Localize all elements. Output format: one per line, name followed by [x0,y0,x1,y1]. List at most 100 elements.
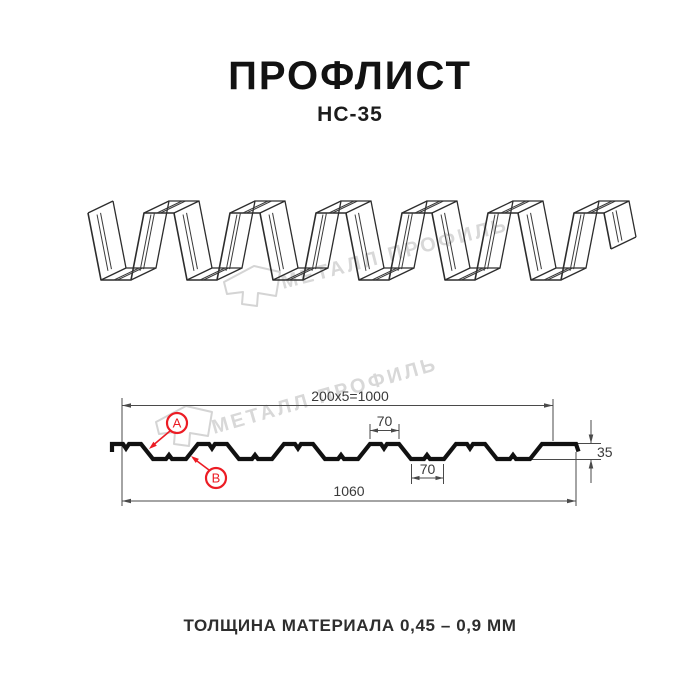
sheet-edge-line [332,200,358,214]
sheet-edge-line [610,236,637,250]
sheet-edge-line [530,267,557,281]
sheet-edge-line [547,267,573,281]
sheet-edge-line [487,212,499,270]
overall-width-value: 1060 [333,483,364,499]
sheet-profile-outline [112,200,637,269]
callout-a: A [149,411,189,449]
sheet-edge-line [229,212,241,270]
sheet-edge-line [461,267,487,281]
sheet-edge-line [487,200,514,214]
metall-profil-logo-icon [155,405,213,447]
sheet-edge-line [315,200,342,214]
sheet-edge-line [474,267,501,281]
sheet-edge-line [500,200,527,214]
sheet-edge-line [328,200,355,214]
dim-arrow-icon [544,403,553,408]
top-flange-width-value: 70 [377,413,393,429]
sheet-edge-line [444,267,471,281]
sheet-edge-line [143,200,170,214]
sheet-edge-line [315,212,327,270]
dim-arrow-icon [435,475,444,481]
page-title: ПРОФЛИСТ [228,54,472,98]
sheet-edge-line [302,267,329,281]
dim-arrow-icon [411,475,420,481]
sheet-edge-line [375,267,401,281]
sheet-edge-line [615,210,623,241]
sheet-edge-line [242,200,269,214]
sheet-edge-line [526,214,539,271]
sheet-edge-line [199,267,226,281]
sheet-edge-line [130,267,157,281]
sheet-edge-line [397,214,410,271]
metall-profil-logo-icon [223,265,281,307]
sheet-edge-line [156,200,183,214]
sheet-edge-line [573,212,585,270]
callout-b: B [191,456,228,490]
sheet-edge-line [285,267,312,281]
dim-arrow-icon [391,428,399,433]
modular-width-value: 200x5=1000 [311,388,389,404]
sheet-edge-line [272,267,299,281]
sheet-edge-line [311,214,324,271]
corrugated-sheet-3d-view [87,200,637,281]
sheet-edge-line [560,267,587,281]
sheet-edge-line [216,267,243,281]
dim-overall-width: 1060 [122,452,577,506]
sheet-edge-line [414,200,441,214]
dim-profile-height: 35 [531,420,613,483]
sheet-edge-line [401,212,413,270]
sheet-edge-line [371,267,398,281]
sheet-edge-line [457,267,484,281]
dim-arrow-icon [122,498,131,504]
sheet-edge-line [440,214,453,271]
sheet-edge-line [160,200,186,214]
dim-top-flange-width: 70 [369,413,400,439]
dim-arrow-icon [567,498,576,504]
sheet-edge-line [186,212,198,270]
sheet-edge-line [418,200,444,214]
sheet-edge-line [569,214,582,271]
sheet-edge-line [182,214,195,271]
sheet-edge-line [388,267,415,281]
sheet-edge-line [139,214,152,271]
sheet-edge-line [100,212,112,270]
sheet-edge-line [272,212,284,270]
sheet-edge-line [517,200,544,214]
sheet-edge-line [203,267,229,281]
sheet-edge-line [444,212,456,270]
sheet-edge-line [612,211,619,243]
sheet-edge-line [289,267,315,281]
sheet-edge-line [358,212,370,270]
sheet-edge-line [401,200,428,214]
sheet-edge-line [504,200,530,214]
sheet-edge-line [483,214,496,271]
profile-height-value: 35 [597,444,613,460]
sheet-edge-line [186,267,213,281]
sheet-edge-line [246,200,272,214]
sheet-edge-line [143,212,155,270]
sheet-edge-line [229,200,256,214]
callout-arrow-icon [191,456,199,463]
valley-width-value: 70 [420,461,436,477]
dim-modular-width: 200x5=1000 [121,388,554,506]
sheet-edge-line [268,214,281,271]
sheet-edge-line [431,200,458,214]
dim-arrow-icon [588,459,594,469]
callout-a-label: A [173,416,182,431]
sheet-edge-line [113,267,140,281]
sheet-edge-line [225,214,238,271]
callout-arrow-icon [149,441,157,449]
sheet-edge-line [573,200,600,214]
profile-model-label: НС-35 [317,103,383,126]
metall-profil-watermark-bottom: МЕТАЛЛ ПРОФИЛЬ [155,353,440,447]
sheet-edge-line [590,200,616,214]
profile-cross-section [109,441,581,462]
sheet-edge-line [530,212,542,270]
sheet-edge-line [100,267,127,281]
dim-arrow-icon [370,428,378,433]
sheet-edge-line [358,267,385,281]
sheet-edge-line [543,267,570,281]
dim-valley-width: 70 [411,461,444,484]
